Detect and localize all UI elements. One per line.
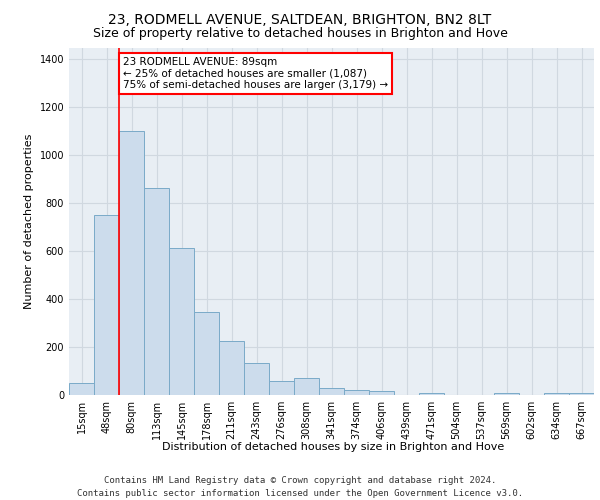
- Bar: [119, 132, 144, 395]
- Bar: [244, 362, 269, 395]
- Bar: [94, 216, 119, 395]
- Bar: [294, 378, 319, 395]
- Bar: [369, 392, 394, 395]
- Bar: [569, 392, 594, 395]
- Bar: [169, 248, 194, 395]
- Text: 23, RODMELL AVENUE, SALTDEAN, BRIGHTON, BN2 8LT: 23, RODMELL AVENUE, SALTDEAN, BRIGHTON, …: [109, 12, 491, 26]
- Bar: [419, 392, 444, 395]
- Text: Contains HM Land Registry data © Crown copyright and database right 2024.
Contai: Contains HM Land Registry data © Crown c…: [77, 476, 523, 498]
- Bar: [344, 390, 369, 395]
- Bar: [69, 383, 94, 395]
- Bar: [144, 188, 169, 395]
- Bar: [219, 341, 244, 395]
- Y-axis label: Number of detached properties: Number of detached properties: [24, 134, 34, 309]
- Text: Size of property relative to detached houses in Brighton and Hove: Size of property relative to detached ho…: [92, 28, 508, 40]
- Text: Distribution of detached houses by size in Brighton and Hove: Distribution of detached houses by size …: [162, 442, 504, 452]
- Bar: [544, 392, 569, 395]
- Bar: [194, 312, 219, 395]
- Text: 23 RODMELL AVENUE: 89sqm
← 25% of detached houses are smaller (1,087)
75% of sem: 23 RODMELL AVENUE: 89sqm ← 25% of detach…: [123, 57, 388, 90]
- Bar: [494, 392, 519, 395]
- Bar: [319, 388, 344, 395]
- Bar: [269, 380, 294, 395]
